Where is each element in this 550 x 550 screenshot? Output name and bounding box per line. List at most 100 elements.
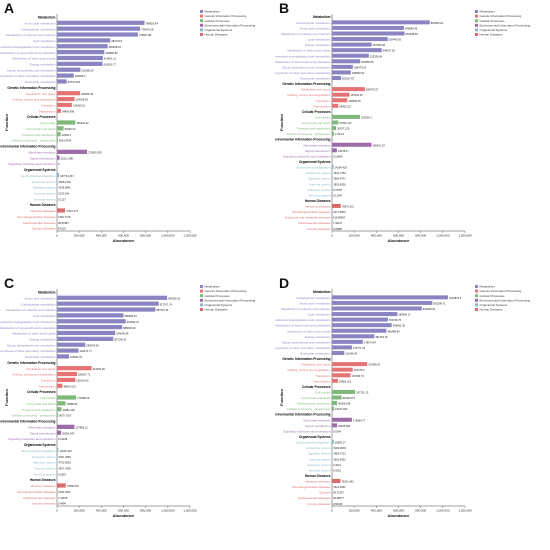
bar-metabolism-of-other-amino-acids <box>332 48 382 53</box>
value-label: 72027.377 <box>66 209 79 213</box>
value-label: 134269.51 <box>73 104 86 108</box>
group-label: Cellular Processes <box>27 390 56 394</box>
bar-infectious-diseases <box>332 203 341 208</box>
x-tick-label: 1,000,000 <box>436 234 450 238</box>
legend-swatch <box>200 285 203 288</box>
value-label: 254655.66 <box>361 60 374 64</box>
category-label: Metabolism of other amino acids <box>12 57 56 61</box>
bar-amino-acid-metabolism <box>57 20 145 25</box>
x-tick-label: 600,000 <box>393 509 404 513</box>
category-label: Biosynthesis of other secondary metaboli… <box>0 349 56 353</box>
category-label: Transcription <box>38 384 56 388</box>
category-label: Metabolism of cofactors and vitamins <box>6 308 56 312</box>
value-label: 7.49137 <box>333 221 343 225</box>
bar-endocrine-system <box>57 179 58 184</box>
bar-replication-and-repair <box>332 87 365 92</box>
value-label: 5300.9643 <box>334 446 347 450</box>
legend-swatch <box>200 33 203 36</box>
legend-entry: Metabolism <box>205 10 221 14</box>
bar-folding-sorting-and-degradation <box>332 367 353 372</box>
category-label: Nucleotide metabolism <box>25 80 56 84</box>
value-label: 194474.77 <box>80 349 93 353</box>
category-label: Cardiovascular diseases <box>23 221 56 225</box>
legend-swatch <box>475 10 478 13</box>
bar-glycan-biosynthesis-and-metabolism <box>57 342 86 347</box>
group-label: Human Diseases <box>305 199 331 203</box>
group-label: Organismal Systems <box>24 443 56 447</box>
group-label: Environmental Information Processing <box>0 419 56 423</box>
category-label: Neurodegenerative diseases <box>292 485 331 489</box>
legend-entry: Human Diseases <box>480 33 503 37</box>
x-tick-label: 1,000,000 <box>436 509 450 513</box>
value-label: 15850.17 <box>335 441 346 445</box>
category-label: Transport and catabolism <box>22 408 56 412</box>
category-label: Lipid metabolism <box>33 314 56 318</box>
category-label: Infectious diseases <box>30 209 56 213</box>
legend-swatch <box>200 19 203 23</box>
legend-swatch <box>200 28 203 32</box>
bar-chart: 0 200,000 400,000 600,000 800,000 1,000,000 1,… <box>0 285 256 518</box>
group-label: Metabolism <box>313 15 331 19</box>
value-label: 165440.32 <box>76 121 89 125</box>
bar-cell-growth-and-death <box>57 401 66 406</box>
value-label: 211085.29 <box>81 68 94 72</box>
category-label: Nervous system <box>309 468 331 472</box>
group-label: Environmental Information Processing <box>275 138 331 142</box>
bar-xenobiotics-biodegradation-and-metabolism <box>57 319 126 324</box>
group-label: Human Diseases <box>30 478 56 482</box>
x-tick-label: 1,000,000 <box>161 234 175 238</box>
bar-amino-acid-metabolism <box>332 300 433 305</box>
value-label: 108001.01 <box>70 355 83 359</box>
value-label: 507245.51 <box>114 337 127 341</box>
value-label: 78579.261 <box>342 205 355 209</box>
value-label: 45426.081 <box>338 424 351 428</box>
value-label: 17114.3 <box>335 132 345 136</box>
category-label: Metabolism of other amino acids <box>12 332 56 336</box>
category-label: Cell motility <box>40 121 56 125</box>
group-label: Environmental Information Processing <box>275 413 331 417</box>
bar-metabolism-of-cofactors-and-vitamins <box>332 306 422 311</box>
x-tick-label: 800,000 <box>415 509 426 513</box>
category-label: Endocrine system <box>307 171 331 175</box>
value-label: 8.6116 <box>58 227 66 231</box>
legend-entry: Cellular Processes <box>205 19 231 23</box>
value-label: 456668.61 <box>109 45 122 49</box>
value-label: 917971.74 <box>160 302 173 306</box>
category-label: Nervous system <box>34 197 56 201</box>
value-label: 588060.99 <box>123 326 136 330</box>
value-label: 86428.073 <box>343 396 356 400</box>
bar-transcription <box>57 108 61 113</box>
legend-swatch <box>200 303 203 307</box>
value-label: 649585.45 <box>405 26 418 30</box>
value-label: 12625.403 <box>59 449 72 453</box>
category-label: Endocrine system <box>307 446 331 450</box>
x-tick-label: 1,200,000 <box>458 234 472 238</box>
value-label: 502440.55 <box>389 38 402 42</box>
value-label: 59290.32 <box>65 127 76 131</box>
category-label: Metabolism of cofactors and vitamins <box>6 33 56 37</box>
category-label: Metabolism of cofactors and vitamins <box>281 307 331 311</box>
bar-translation <box>332 373 351 378</box>
category-label: Neurodegenerative diseases <box>17 215 56 219</box>
category-label: Transport and catabolism <box>22 133 56 137</box>
bar-nucleotide-metabolism <box>57 79 67 84</box>
category-label: Biosynthesis of other secondary metaboli… <box>0 74 56 78</box>
value-label: 38.54387 <box>58 221 69 225</box>
legend-swatch <box>475 303 478 307</box>
value-label: 317809.87 <box>368 363 381 367</box>
x-tick-label: 1,000,000 <box>161 509 175 513</box>
bar-energy-metabolism <box>57 61 103 66</box>
category-label: Nervous system <box>34 472 56 476</box>
value-label: 357993.68 <box>373 43 386 47</box>
y-axis-title: Function <box>4 389 9 406</box>
value-label: 480734.8 <box>111 39 122 43</box>
category-label: Cardiovascular diseases <box>298 221 331 225</box>
chart-panel-b: B 0 200,000 400,000 600,000 800,000 1,000,000… <box>275 0 550 275</box>
legend-entry: Human Diseases <box>480 308 503 312</box>
bar-energy-metabolism <box>332 42 372 47</box>
category-label: Infectious diseases <box>305 480 331 484</box>
bar-translation <box>332 98 348 103</box>
x-axis-title: Abundance <box>388 238 411 243</box>
value-label: 356431.97 <box>373 143 386 147</box>
value-label: 57062.147 <box>339 121 352 125</box>
